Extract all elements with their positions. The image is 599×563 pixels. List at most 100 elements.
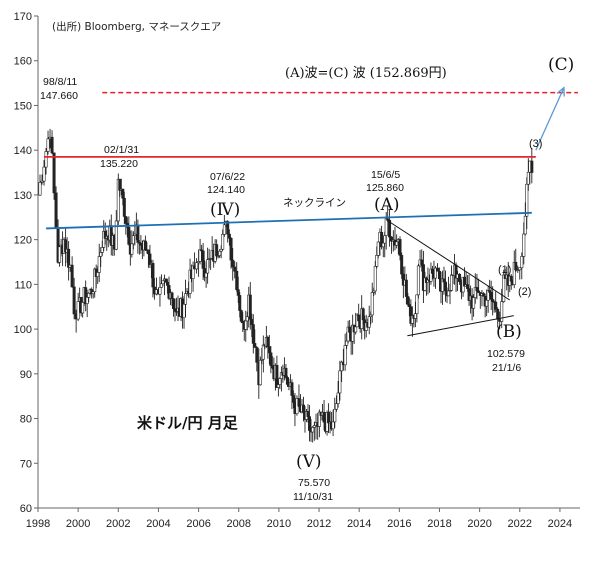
- subwave-1-label: (1): [498, 264, 511, 276]
- candle-body: [400, 255, 404, 275]
- candle-body: [357, 314, 361, 322]
- candle-body: [398, 239, 402, 256]
- candle-body: [121, 188, 125, 199]
- x-tick-label: 2002: [106, 518, 130, 530]
- peak-2007-value: 124.140: [207, 184, 245, 196]
- labels: (出所) Bloomberg, マネースクエア 米ドル/円 月足 (A)波=(C…: [40, 20, 574, 503]
- low-2021-date: 21/1/6: [492, 362, 521, 374]
- candle-body: [447, 290, 451, 297]
- candle-body: [158, 287, 162, 295]
- candle-body: [297, 398, 301, 407]
- candle-body: [118, 178, 122, 191]
- candle-body: [334, 403, 338, 410]
- x-tick-label: 2014: [347, 518, 371, 530]
- candle-body: [530, 160, 534, 173]
- candle-body: [285, 377, 289, 385]
- candle-body: [308, 416, 312, 431]
- x-tick-label: 2012: [307, 518, 331, 530]
- candle-body: [340, 361, 344, 372]
- candle-body: [388, 219, 392, 238]
- y-tick-label: 170: [14, 11, 32, 23]
- peak-2007-date: 07/6/22: [210, 171, 245, 183]
- candle-body: [450, 274, 454, 291]
- candle-body: [485, 299, 489, 307]
- candle-body: [345, 340, 349, 346]
- candle-body: [42, 166, 46, 182]
- candle-body: [46, 138, 50, 152]
- candle-body: [404, 279, 408, 297]
- wave-a-label: (A): [374, 195, 400, 215]
- x-tick-label: 1998: [26, 518, 50, 530]
- y-tick-label: 90: [20, 369, 32, 381]
- projection-arrow: [535, 87, 565, 151]
- candle-body: [420, 259, 424, 265]
- candle-body: [173, 308, 177, 312]
- peak-2002-value: 135.220: [100, 158, 138, 170]
- candle-body: [338, 370, 342, 394]
- x-tick-label: 2004: [146, 518, 170, 530]
- candle-body: [44, 151, 48, 168]
- candle-body: [370, 292, 374, 316]
- wave-c-label: (C): [548, 55, 574, 75]
- candle-body: [276, 384, 280, 388]
- candle-body: [384, 218, 388, 236]
- low-2011-date: 11/10/31: [293, 491, 333, 503]
- candle-body: [170, 292, 174, 300]
- triangle-upper-line: [389, 221, 511, 301]
- candle-body: [489, 292, 493, 300]
- candle-body: [124, 216, 128, 224]
- candle-body: [255, 347, 259, 363]
- candle-body: [143, 240, 147, 250]
- candle-body: [354, 326, 358, 333]
- y-tick-label: 110: [14, 279, 32, 291]
- candle-body: [270, 365, 274, 369]
- candle-body: [375, 255, 379, 267]
- candle-body: [136, 224, 140, 243]
- candle-body: [91, 291, 95, 295]
- candle-body: [266, 337, 270, 347]
- candle-body: [406, 296, 410, 305]
- candle-body: [96, 272, 100, 277]
- candle-body: [164, 278, 168, 283]
- candle-body: [253, 343, 257, 348]
- candle-body: [514, 261, 518, 271]
- candle-body: [509, 275, 513, 282]
- candle-body: [261, 344, 265, 360]
- candle-body: [482, 293, 486, 297]
- y-tick-label: 120: [14, 235, 32, 247]
- candle-body: [336, 392, 340, 404]
- target-label: (A)波=(C) 波 (152.869円): [285, 66, 447, 81]
- candle-body: [238, 295, 242, 311]
- candle-body: [226, 221, 230, 235]
- candle-body: [215, 244, 219, 257]
- candle-body: [195, 262, 199, 270]
- candle-body: [206, 259, 210, 274]
- candle-body: [38, 182, 42, 196]
- candle-body: [327, 412, 331, 424]
- candle-body: [76, 301, 80, 320]
- candle-body: [131, 235, 135, 245]
- candle-body: [306, 411, 310, 417]
- candle-body: [85, 297, 89, 304]
- candle-body: [322, 411, 326, 423]
- candle-body: [161, 280, 165, 285]
- candle-body: [301, 404, 305, 413]
- candle-body: [248, 294, 252, 320]
- candle-body: [250, 319, 254, 325]
- candle-body: [373, 266, 377, 292]
- candle-body: [87, 293, 91, 298]
- y-tick-label: 60: [20, 503, 32, 515]
- peak-2002-date: 02/1/31: [104, 144, 139, 156]
- candle-body: [52, 152, 56, 194]
- neckline-label: ネックライン: [283, 197, 346, 209]
- candle-body: [458, 273, 462, 282]
- candle-body: [201, 250, 205, 269]
- candles: [38, 128, 534, 443]
- candle-body: [435, 267, 439, 272]
- candle-body: [466, 284, 470, 289]
- candle-body: [127, 227, 131, 245]
- candle-body: [475, 287, 479, 292]
- candle-body: [233, 266, 237, 272]
- candle-body: [386, 218, 390, 221]
- source-note: (出所) Bloomberg, マネースクエア: [52, 20, 221, 33]
